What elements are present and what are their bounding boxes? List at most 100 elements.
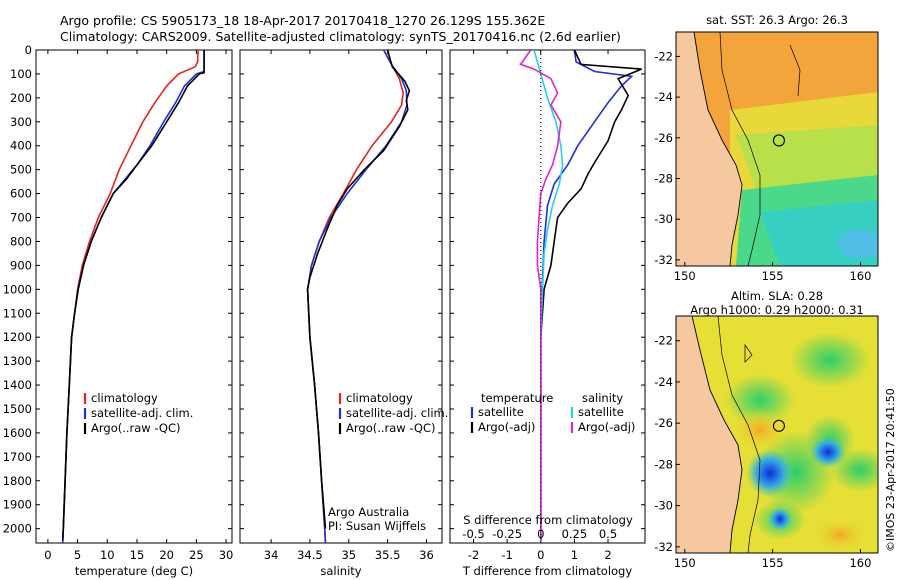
- x-tick-label: -1: [501, 548, 512, 562]
- temperature-panel: 0100200300400500600700800900100011001200…: [3, 43, 234, 578]
- legend-label: satellite: [578, 405, 624, 419]
- plot-frame: [239, 49, 443, 544]
- x-tick-label: 10: [100, 548, 115, 562]
- s-tick-label: 0.5: [599, 527, 617, 541]
- argo-location-marker: [772, 134, 785, 147]
- y-tick-label: 1100: [3, 306, 32, 320]
- x-axis-label: temperature (deg C): [75, 564, 193, 578]
- s-tick-label: -0.5: [462, 527, 484, 541]
- panel-annotation: Argo Australia: [328, 505, 409, 519]
- x-tick-label: 0: [44, 548, 51, 562]
- y-tick-label: 400: [10, 139, 32, 153]
- legend-heading: salinity: [582, 391, 623, 405]
- map-y-tick-label: -22: [654, 49, 673, 63]
- y-tick-label: 1500: [3, 402, 32, 416]
- map-title: Altim. SLA: 0.28: [731, 289, 823, 303]
- map-y-tick-label: -26: [654, 131, 673, 145]
- y-tick-label: 1600: [3, 426, 32, 440]
- map-y-tick-label: -32: [654, 540, 673, 554]
- x-tick-label: 34.5: [297, 548, 323, 562]
- map-x-tick-label: 160: [849, 269, 871, 283]
- map-x-tick-label: 150: [674, 556, 696, 570]
- y-tick-label: 300: [10, 115, 32, 129]
- climatology-title: Climatology: CARS2009. Satellite-adjuste…: [60, 29, 621, 44]
- salinity-panel: 34 34.5 35 35.5 36 salinity climatologysatelli…: [239, 49, 448, 578]
- y-tick-label: 600: [10, 187, 32, 201]
- y-tick-label: 1200: [3, 330, 32, 344]
- map-y-tick-label: -24: [654, 90, 673, 104]
- argo-location-marker: [772, 419, 785, 432]
- y-tick-label: 500: [10, 163, 32, 177]
- map-axes: 150 155 160 -22 -24 -26 -28 -30 -32 sat. SST: 26.…: [654, 13, 871, 570]
- s-tick-label: 0.25: [562, 527, 588, 541]
- map-title: sat. SST: 26.3 Argo: 26.3: [706, 13, 848, 27]
- y-tick-label: 1700: [3, 450, 32, 464]
- x-tick-label: 30: [219, 548, 234, 562]
- x-axis-label: T difference from climatology: [462, 564, 633, 578]
- sst-map: [675, 31, 879, 267]
- map-y-tick-label: -28: [654, 457, 673, 471]
- x-tick-label: 2: [604, 548, 611, 562]
- x-tick-label: 0: [537, 548, 544, 562]
- legend-label: Argo(..raw -QC): [346, 421, 436, 435]
- map-y-tick-label: -32: [654, 253, 673, 267]
- plot-frame: [35, 49, 233, 544]
- map-x-tick-label: 155: [762, 269, 784, 283]
- legend-label: Argo(-adj): [578, 420, 635, 434]
- panel-annotation: PI: Susan Wijffels: [328, 519, 426, 533]
- map-x-tick-label: 155: [762, 556, 784, 570]
- y-tick-label: 1400: [3, 378, 32, 392]
- y-tick-label: 100: [10, 67, 32, 81]
- legend-label: climatology: [91, 391, 158, 405]
- y-tick-label: 900: [10, 258, 32, 272]
- y-tick-label: 800: [10, 234, 32, 248]
- x-tick-label: 20: [159, 548, 174, 562]
- y-tick-label: 0: [25, 43, 32, 57]
- series-line: [519, 50, 562, 541]
- map-y-tick-label: -24: [654, 375, 673, 389]
- map-y-tick-label: -28: [654, 172, 673, 186]
- legend-heading: temperature: [481, 391, 553, 405]
- plot-frame: [449, 49, 646, 544]
- y-tick-label: 1800: [3, 474, 32, 488]
- map-x-tick-label: 150: [674, 269, 696, 283]
- y-tick-label: 1000: [3, 282, 32, 296]
- s-tick-label: -0.25: [492, 527, 522, 541]
- x-tick-label: 36: [419, 548, 434, 562]
- map-y-tick-label: -22: [654, 334, 673, 348]
- legend-label: satellite-adj. clim.: [346, 406, 448, 420]
- map-y-tick-label: -26: [654, 416, 673, 430]
- legend-label: satellite-adj. clim.: [91, 406, 193, 420]
- x-axis-label: salinity: [320, 564, 361, 578]
- imos-credit: ©IMOS 23-Apr-2017 20:41:50: [884, 388, 897, 552]
- series-line: [533, 50, 564, 541]
- x-tick-label: 35: [341, 548, 356, 562]
- sla-map: [675, 315, 879, 554]
- difference-panel: -2 -1 0 1 2 T difference from climatology -0.5…: [449, 49, 646, 578]
- map-subtitle: Argo h1000: 0.29 h2000: 0.31: [690, 303, 863, 317]
- s-tick-label: 0: [537, 527, 544, 541]
- y-tick-label: 200: [10, 91, 32, 105]
- x-tick-label: 35.5: [375, 548, 401, 562]
- y-tick-label: 1900: [3, 498, 32, 512]
- series-line: [306, 50, 411, 529]
- x-tick-label: 15: [130, 548, 145, 562]
- x-tick-label: 25: [189, 548, 204, 562]
- s-axis-label: S difference from climatology: [463, 513, 633, 527]
- series-line: [61, 50, 205, 541]
- legend-label: Argo(-adj): [478, 420, 535, 434]
- map-x-tick-label: 160: [849, 556, 871, 570]
- x-tick-label: -2: [468, 548, 479, 562]
- series-line: [540, 50, 642, 541]
- profile-title: Argo profile: CS 5905173_18 18-Apr-2017 …: [60, 13, 546, 28]
- legend-label: climatology: [346, 391, 413, 405]
- map-y-tick-label: -30: [654, 212, 673, 226]
- x-tick-label: 1: [571, 548, 578, 562]
- map-y-tick-label: -30: [654, 499, 673, 513]
- legend-label: satellite: [478, 405, 524, 419]
- y-tick-label: 1300: [3, 354, 32, 368]
- y-tick-label: 2000: [3, 522, 32, 536]
- x-tick-label: 5: [74, 548, 81, 562]
- x-tick-label: 34: [264, 548, 279, 562]
